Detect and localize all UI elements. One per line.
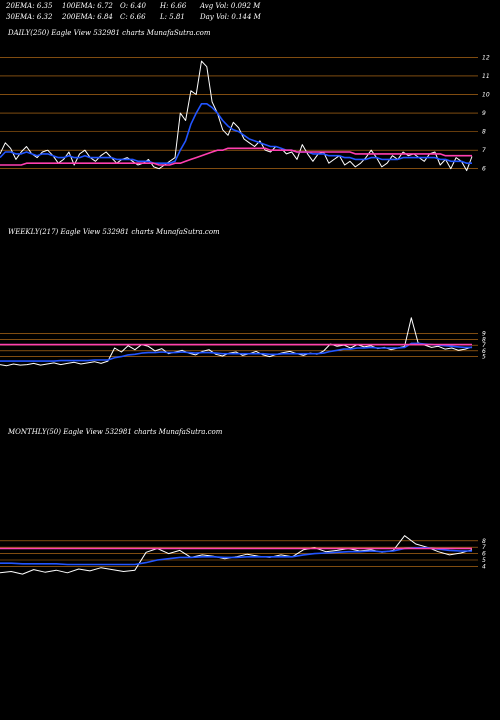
header-high: H: 6.66	[160, 2, 187, 10]
daily-ytick-label: 11	[482, 73, 490, 80]
weekly-ytick-label: 7	[482, 342, 486, 349]
weekly-ytick-label: 5	[482, 354, 486, 361]
header-200ema: 200EMA: 6.84	[62, 13, 113, 21]
header-100ema: 100EMA: 6.72	[62, 2, 113, 10]
header-20ema: 20EMA: 6.35	[6, 2, 53, 10]
header-avg-vol: Avg Vol: 0.092 M	[200, 2, 261, 10]
daily-ytick-label: 7	[482, 147, 486, 154]
header-low: L: 5.81	[160, 13, 185, 21]
weekly-ytick-label: 9	[482, 331, 486, 338]
weekly-ytick-label: 8	[482, 336, 486, 343]
weekly-ytick-label: 6	[482, 348, 486, 355]
monthly-ytick-label: 5	[482, 557, 486, 564]
daily-price-line	[0, 60, 473, 172]
monthly-ytick-label: 8	[482, 538, 486, 545]
daily-ytick-label: 12	[482, 54, 490, 61]
weekly-ema-fast-line	[0, 342, 472, 362]
header-30ema: 30EMA: 6.32	[6, 13, 53, 21]
monthly-ytick-label: 7	[482, 544, 486, 551]
monthly-panel-title: MONTHLY(50) Eagle View 532981 charts Mun…	[8, 428, 223, 436]
daily-panel-title: DAILY(250) Eagle View 532981 charts Muna…	[8, 29, 211, 37]
daily-ytick-label: 6	[482, 166, 486, 173]
header-close: C: 6.66	[120, 13, 146, 21]
monthly-ema-fast-line	[0, 546, 472, 566]
daily-ytick-label: 9	[482, 110, 486, 117]
daily-ema-fast-line	[0, 103, 472, 164]
daily-ytick-label: 8	[482, 129, 486, 136]
header-day-vol: Day Vol: 0.144 M	[200, 13, 261, 21]
daily-ytick-label: 10	[482, 92, 490, 99]
monthly-ytick-label: 6	[482, 551, 486, 558]
monthly-price-line	[0, 535, 473, 575]
header-open: O: 6.40	[120, 2, 146, 10]
weekly-price-line	[0, 317, 473, 367]
monthly-ytick-label: 4	[482, 563, 486, 570]
weekly-panel-title: WEEKLY(217) Eagle View 532981 charts Mun…	[8, 228, 220, 236]
daily-ema-slow-line	[0, 147, 472, 166]
